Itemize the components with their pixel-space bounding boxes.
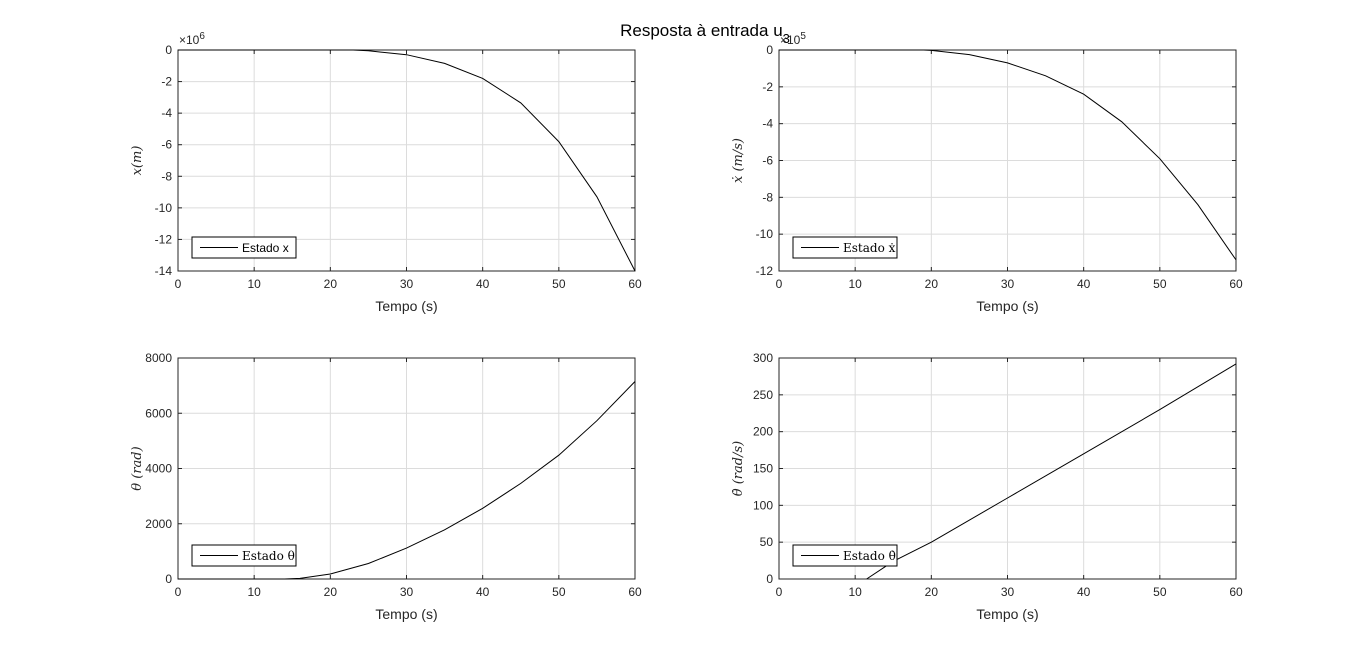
y-tick-label: 0	[766, 43, 773, 57]
y-tick-label: 100	[753, 498, 773, 512]
y-tick-label: 0	[766, 572, 773, 586]
x-tick-label: 30	[400, 585, 414, 599]
x-tick-label: 40	[1077, 277, 1091, 291]
x-tick-label: 40	[476, 585, 490, 599]
x-axis-label: Tempo (s)	[976, 606, 1038, 622]
legend-box	[191, 544, 297, 567]
y-axis-label: θ̇ (rad/s)	[731, 441, 746, 496]
x-tick-label: 10	[848, 585, 862, 599]
figure-title-text: Resposta à entrada u	[620, 21, 783, 40]
x-tick-label: 20	[925, 585, 939, 599]
subplot-theta: 0 10 20 30 40 50 60 0 2000 4000 6000 8000 Tempo (s) θ…	[130, 351, 642, 622]
y-axis-label: x(m)	[130, 146, 145, 176]
y-tick-label: -8	[161, 169, 172, 183]
x-tick-label: 0	[175, 277, 182, 291]
figure-title-subscript: 3	[783, 31, 790, 46]
legend-box	[792, 544, 898, 567]
y-tick-label: 8000	[145, 351, 172, 365]
legend-box	[191, 236, 297, 259]
x-tick-label: 60	[628, 277, 642, 291]
y-axis-label: θ (rad)	[130, 446, 145, 490]
y-axis-label: ẋ (m/s)	[731, 138, 746, 183]
x-axis-label: Tempo (s)	[375, 606, 437, 622]
subplot-grid: 0 10 20 30 40 50 600-2-4-6-8-10-12-14×106Tempo…	[130, 31, 1243, 622]
x-tick-label: 60	[628, 585, 642, 599]
legend: Estado θ̇	[792, 544, 898, 567]
y-tick-label: -6	[161, 138, 172, 152]
x-tick-label: 20	[324, 585, 338, 599]
legend-entry: Estado θ	[242, 549, 295, 563]
legend-entry: Estado θ̇	[843, 549, 896, 563]
x-tick-label: 20	[925, 277, 939, 291]
series-line-x_dot	[779, 49, 1237, 261]
series-line-x	[178, 49, 636, 272]
y-tick-label: -6	[762, 154, 773, 168]
x-tick-label: 40	[1077, 585, 1091, 599]
x-tick-label: 0	[776, 277, 783, 291]
x-tick-label: 50	[552, 277, 566, 291]
legend: Estado θ	[191, 544, 297, 567]
x-tick-label: 50	[1153, 277, 1167, 291]
legend-entry: Estado ẋ	[843, 241, 896, 255]
legend: Estado x	[191, 236, 297, 259]
x-tick-label: 0	[776, 585, 783, 599]
subplot-theta_dot: 0 10 20 30 40 50 60 0 50 100 150 200 250 300 Tempo (s)…	[731, 351, 1243, 622]
y-tick-label: -8	[762, 190, 773, 204]
y-tick-label: -14	[155, 264, 173, 278]
x-tick-label: 10	[848, 277, 862, 291]
y-tick-label: -10	[756, 227, 774, 241]
y-tick-label: 0	[165, 572, 172, 586]
y-tick-label: 250	[753, 388, 773, 402]
x-tick-label: 50	[1153, 585, 1167, 599]
subplot-x: 0 10 20 30 40 50 60 0 -2 -4 -6 -8 -10 -12 -14 ×106 Tempo…	[130, 31, 642, 314]
y-tick-label: 200	[753, 425, 773, 439]
x-tick-label: 30	[1001, 277, 1015, 291]
x-axis-label: Tempo (s)	[976, 298, 1038, 314]
y-tick-label: 150	[753, 462, 773, 476]
y-exponent-label: ×106	[179, 31, 205, 47]
x-tick-label: 20	[324, 277, 338, 291]
y-tick-label: -2	[161, 75, 172, 89]
y-tick-label: -12	[756, 264, 774, 278]
legend: Estado ẋ	[792, 236, 898, 259]
x-tick-label: 50	[552, 585, 566, 599]
y-tick-label: 0	[165, 43, 172, 57]
y-tick-label: 50	[760, 535, 774, 549]
y-tick-label: 6000	[145, 406, 172, 420]
x-axis-label: Tempo (s)	[375, 298, 437, 314]
figure-title: Resposta à entrada u3	[620, 21, 790, 46]
y-exponent-label: ×105	[780, 31, 806, 47]
legend-entry: Estado x	[242, 241, 289, 255]
x-tick-label: 60	[1229, 585, 1243, 599]
x-tick-label: 10	[247, 585, 261, 599]
x-tick-label: 30	[1001, 585, 1015, 599]
y-tick-label: 4000	[145, 462, 172, 476]
y-tick-label: -4	[762, 117, 773, 131]
y-tick-label: -10	[155, 201, 173, 215]
x-tick-label: 40	[476, 277, 490, 291]
x-tick-label: 60	[1229, 277, 1243, 291]
y-tick-label: -2	[762, 80, 773, 94]
x-tick-label: 0	[175, 585, 182, 599]
y-tick-label: 300	[753, 351, 773, 365]
x-tick-label: 30	[400, 277, 414, 291]
y-tick-label: -12	[155, 232, 173, 246]
subplot-x_dot: 0 10 20 30 40 50 60 0 -2 -4 -6 -8 -10 -12 ×105 Tempo (s…	[731, 31, 1243, 314]
series-line-theta	[178, 381, 636, 580]
y-tick-label: 2000	[145, 517, 172, 531]
x-tick-label: 10	[247, 277, 261, 291]
legend-box	[792, 236, 898, 259]
y-tick-label: -4	[161, 106, 172, 120]
